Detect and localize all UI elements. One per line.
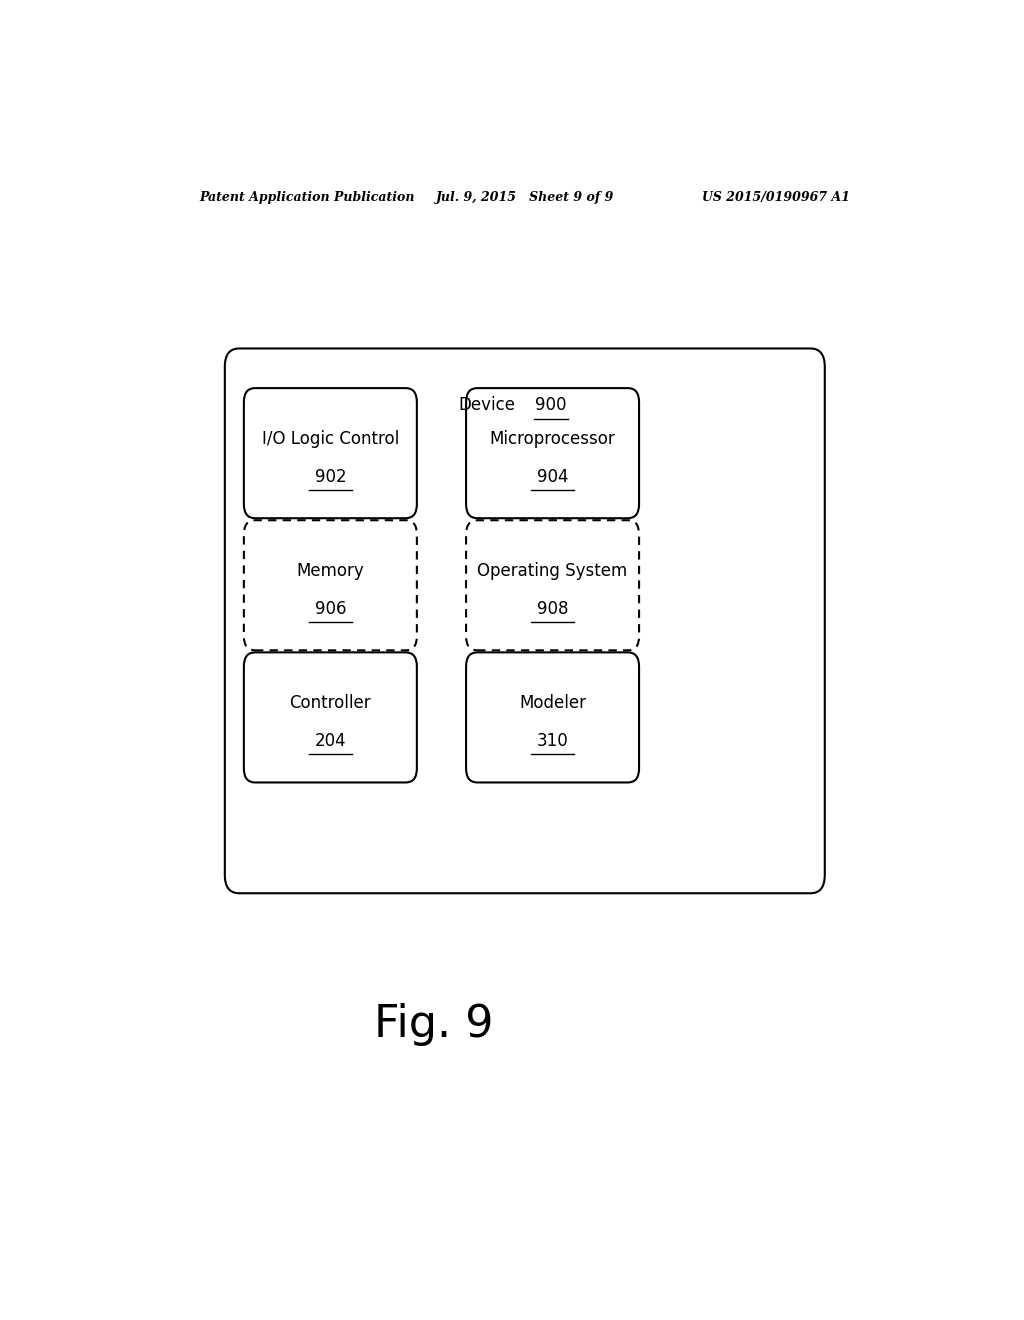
Text: 906: 906 — [314, 599, 346, 618]
Text: Device: Device — [459, 396, 515, 414]
Text: 204: 204 — [314, 731, 346, 750]
FancyBboxPatch shape — [225, 348, 824, 894]
Text: Patent Application Publication: Patent Application Publication — [200, 190, 415, 203]
Text: Fig. 9: Fig. 9 — [374, 1003, 494, 1045]
Text: 900: 900 — [536, 396, 566, 414]
Text: US 2015/0190967 A1: US 2015/0190967 A1 — [702, 190, 850, 203]
Text: Modeler: Modeler — [519, 694, 586, 713]
Text: Controller: Controller — [290, 694, 371, 713]
Text: Jul. 9, 2015   Sheet 9 of 9: Jul. 9, 2015 Sheet 9 of 9 — [435, 190, 614, 203]
FancyBboxPatch shape — [466, 520, 639, 651]
FancyBboxPatch shape — [244, 652, 417, 783]
Text: 908: 908 — [537, 599, 568, 618]
FancyBboxPatch shape — [244, 520, 417, 651]
Text: 902: 902 — [314, 467, 346, 486]
Text: 904: 904 — [537, 467, 568, 486]
Text: Microprocessor: Microprocessor — [489, 430, 615, 447]
FancyBboxPatch shape — [466, 388, 639, 519]
Text: 310: 310 — [537, 731, 568, 750]
Text: Memory: Memory — [297, 562, 365, 579]
Text: Operating System: Operating System — [477, 562, 628, 579]
Text: I/O Logic Control: I/O Logic Control — [262, 430, 399, 447]
FancyBboxPatch shape — [466, 652, 639, 783]
FancyBboxPatch shape — [244, 388, 417, 519]
